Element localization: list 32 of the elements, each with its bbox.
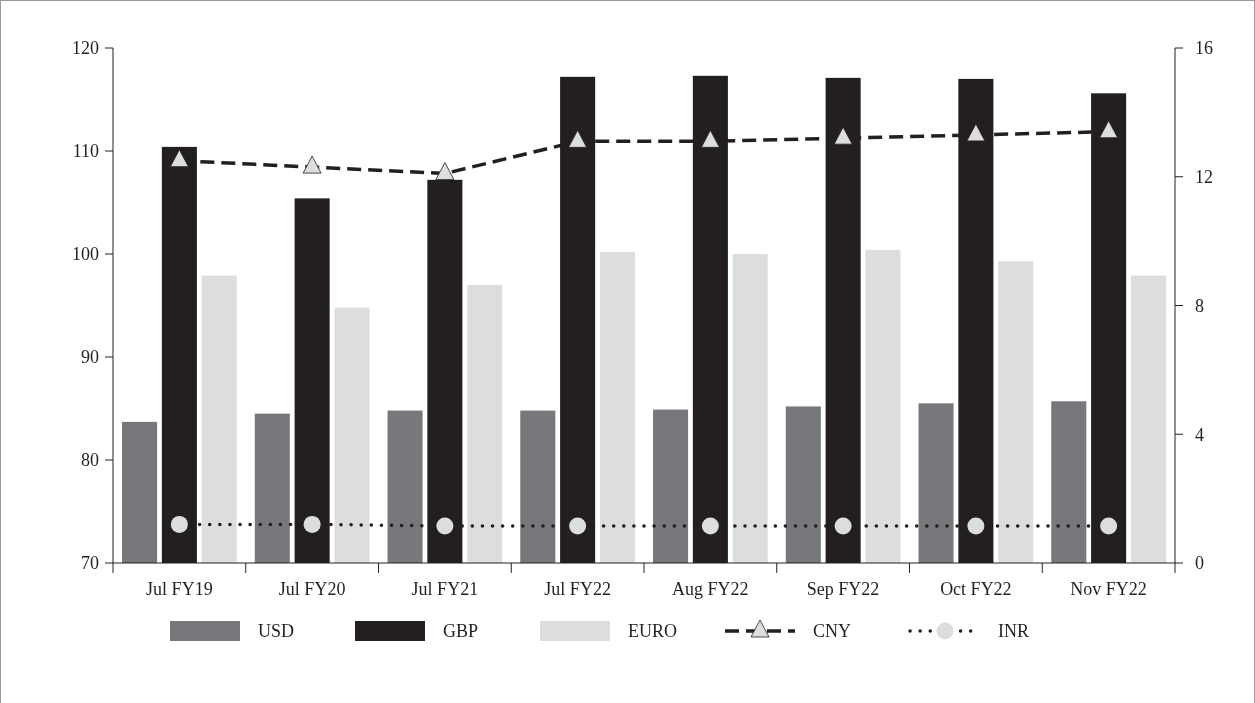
y-tick-label: 120 xyxy=(72,38,99,59)
y-tick-label: 70 xyxy=(81,553,99,574)
legend-label: GBP xyxy=(443,621,479,642)
x-tick-label: Jul FY19 xyxy=(146,579,213,599)
y2-tick-label: 0 xyxy=(1195,553,1204,574)
point xyxy=(169,149,189,168)
y-tick-label: 80 xyxy=(81,450,99,471)
y-tick-label: 110 xyxy=(72,141,99,162)
legend-label: CNY xyxy=(813,621,852,642)
x-tick-label: Sep FY22 xyxy=(806,579,880,599)
point xyxy=(568,129,588,148)
x-tick-label: Nov FY22 xyxy=(1070,579,1147,599)
y-tick-label: 90 xyxy=(81,347,99,368)
x-tick-label: Jul FY20 xyxy=(278,579,346,599)
x-tick-label: Jul FY21 xyxy=(411,579,479,599)
y2-tick-label: 12 xyxy=(1195,167,1213,188)
y-tick-label: 100 xyxy=(72,244,99,265)
x-tick-label: Aug FY22 xyxy=(672,579,749,599)
y2-tick-label: 4 xyxy=(1195,424,1204,445)
point xyxy=(302,155,322,174)
x-tick-label: Jul FY22 xyxy=(544,579,611,599)
legend-label: USD xyxy=(258,621,295,642)
x-tick-label: Oct FY22 xyxy=(940,579,1012,599)
y2-tick-label: 16 xyxy=(1195,38,1213,59)
point xyxy=(1099,120,1119,139)
point xyxy=(833,126,853,145)
legend-label: EURO xyxy=(628,621,677,642)
y2-tick-label: 8 xyxy=(1195,295,1204,316)
point xyxy=(700,129,720,148)
point xyxy=(966,123,986,142)
point xyxy=(435,162,455,180)
legend-label: INR xyxy=(998,621,1029,642)
